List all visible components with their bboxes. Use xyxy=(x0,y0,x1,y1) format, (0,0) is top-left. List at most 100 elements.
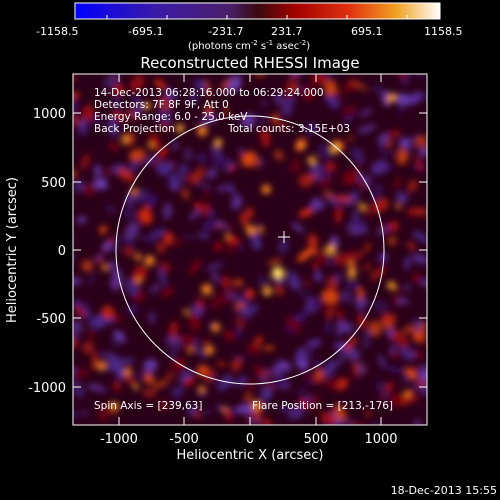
y-tick-label: -1000 xyxy=(28,381,66,396)
map-texture-blob xyxy=(83,183,96,196)
x-tick-label: -1000 xyxy=(100,432,138,447)
map-texture-blob xyxy=(308,234,318,250)
map-texture-blob xyxy=(346,348,361,361)
map-bright-spot xyxy=(198,385,206,393)
map-texture-blob xyxy=(335,321,347,337)
colorbar-tick-label: 1158.5 xyxy=(424,25,463,38)
map-texture-blob xyxy=(375,225,392,235)
map-texture-blob xyxy=(305,122,317,135)
map-texture-blob xyxy=(181,188,190,200)
map-texture-blob xyxy=(408,346,416,359)
map-bright-spot xyxy=(211,322,221,332)
map-texture-blob xyxy=(222,222,235,231)
map-texture-blob xyxy=(159,122,170,130)
map-texture-blob xyxy=(274,283,284,297)
map-texture-blob xyxy=(378,388,390,401)
annotation-flare-position: Flare Position = [213,-176] xyxy=(252,400,393,412)
map-texture-blob xyxy=(245,378,256,396)
map-texture-blob xyxy=(151,379,171,390)
map-texture-blob xyxy=(361,263,372,270)
map-texture-blob xyxy=(211,155,232,168)
map-texture-blob xyxy=(372,299,389,315)
map-texture-blob xyxy=(261,100,268,106)
map-texture-blob xyxy=(186,174,195,184)
map-texture-blob xyxy=(94,253,104,261)
map-texture-blob xyxy=(86,272,97,287)
map-texture-blob xyxy=(173,393,181,401)
map-texture-blob xyxy=(94,164,102,178)
map-texture-blob xyxy=(336,378,349,391)
map-bright-spot xyxy=(307,156,317,165)
map-texture-blob xyxy=(396,297,410,305)
map-bright-spot xyxy=(204,345,214,356)
map-texture-blob xyxy=(371,84,382,93)
map-texture-blob xyxy=(189,259,202,275)
map-texture-blob xyxy=(407,179,418,193)
map-texture-blob xyxy=(351,364,359,380)
map-texture-blob xyxy=(334,205,343,224)
map-bright-spot xyxy=(348,261,354,267)
map-texture-blob xyxy=(312,261,320,270)
map-texture-blob xyxy=(122,372,138,387)
map-texture-blob xyxy=(178,164,189,175)
map-texture-blob xyxy=(240,211,249,227)
map-texture-blob xyxy=(103,74,120,89)
map-texture-blob xyxy=(317,163,332,181)
map-texture-blob xyxy=(196,80,208,93)
map-bright-spot xyxy=(121,135,129,143)
map-texture-blob xyxy=(244,394,253,402)
map-texture-blob xyxy=(333,195,353,202)
map-texture-blob xyxy=(415,135,427,149)
x-tick-label: -500 xyxy=(169,432,199,447)
map-bright-spot xyxy=(386,97,392,104)
map-texture-blob xyxy=(253,74,266,78)
map-texture-blob xyxy=(357,308,366,317)
map-texture-blob xyxy=(294,346,307,365)
map-texture-blob xyxy=(133,95,142,108)
map-texture-blob xyxy=(113,83,125,96)
colorbar-tick-label: -231.7 xyxy=(208,25,243,38)
map-texture-blob xyxy=(164,87,178,100)
map-texture-blob xyxy=(112,381,121,391)
map-texture-blob xyxy=(419,147,427,157)
map-texture-blob xyxy=(79,153,91,170)
map-texture-blob xyxy=(202,367,215,383)
map-texture-blob xyxy=(108,141,120,152)
map-texture-blob xyxy=(412,330,427,343)
map-texture-blob xyxy=(246,207,254,218)
map-texture-blob xyxy=(414,74,426,79)
map-texture-blob xyxy=(102,168,112,177)
map-texture-blob xyxy=(395,367,406,374)
map-texture-blob xyxy=(234,317,247,328)
map-texture-blob xyxy=(238,244,246,252)
map-texture-blob xyxy=(317,74,327,83)
map-texture-blob xyxy=(205,79,211,98)
map-texture-blob xyxy=(350,421,358,425)
map-texture-blob xyxy=(357,286,365,301)
map-bright-spot xyxy=(358,203,366,211)
map-texture-blob xyxy=(251,231,261,251)
map-texture-blob xyxy=(333,403,347,422)
map-bright-spot xyxy=(197,125,208,137)
map-texture-blob xyxy=(256,275,270,286)
map-texture-blob xyxy=(149,228,166,239)
map-texture-blob xyxy=(241,154,261,168)
x-tick-label: 0 xyxy=(246,432,254,447)
map-texture-blob xyxy=(324,161,337,172)
map-texture-blob xyxy=(74,304,86,319)
map-texture-blob xyxy=(223,107,230,116)
colorbar-ticks xyxy=(106,15,408,19)
map-texture-blob xyxy=(105,362,118,371)
map-texture-blob xyxy=(411,253,427,264)
map-texture-blob xyxy=(306,339,322,348)
map-texture-blob xyxy=(357,123,377,134)
map-texture-blob xyxy=(334,89,345,100)
map-texture-blob xyxy=(298,398,309,409)
map-texture-blob xyxy=(374,379,386,392)
map-texture-blob xyxy=(314,270,322,282)
colorbar-tick-label: 231.7 xyxy=(271,25,303,38)
map-texture-blob xyxy=(139,210,153,225)
map-texture-blob xyxy=(98,403,112,422)
map-texture-blob xyxy=(262,345,275,351)
colorbar-tick-label: 695.1 xyxy=(351,25,383,38)
